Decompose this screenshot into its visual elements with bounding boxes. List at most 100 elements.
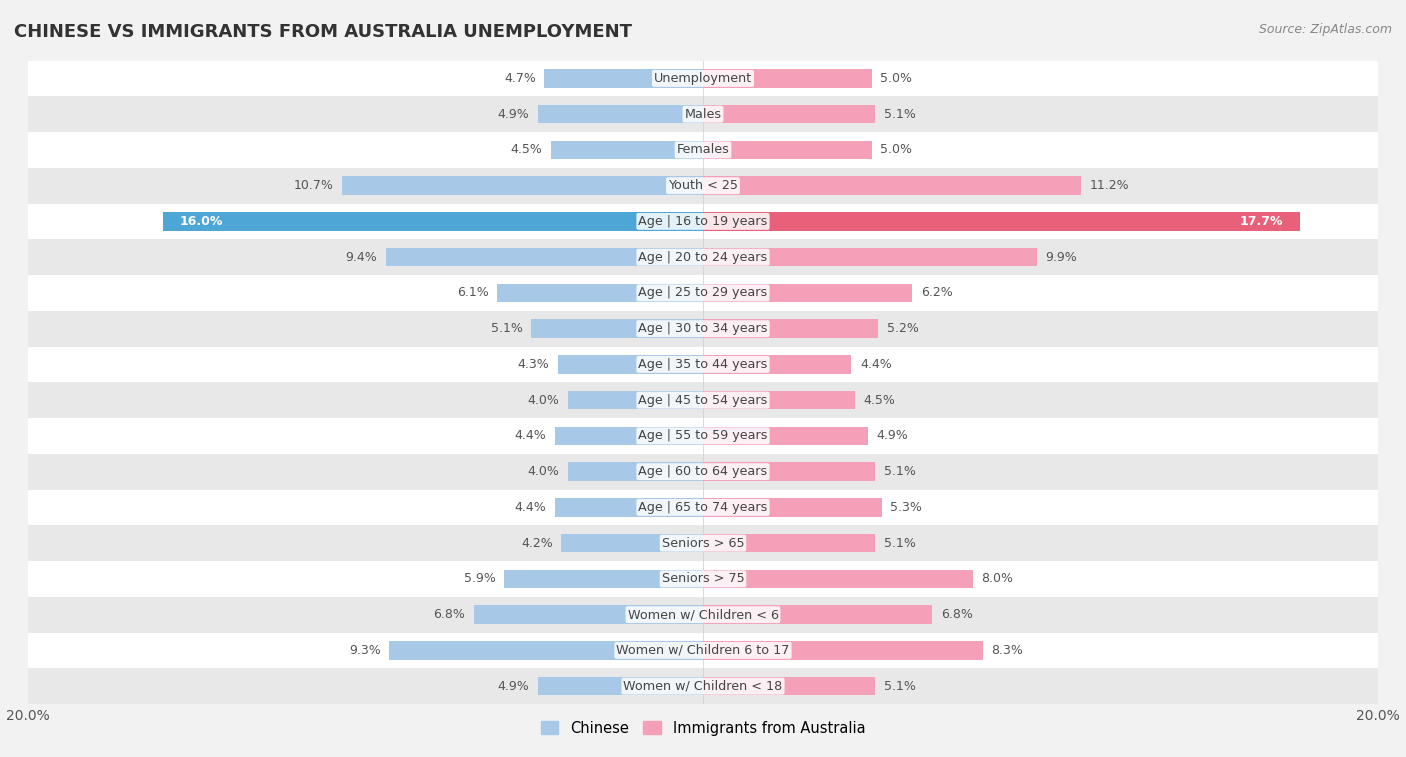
Bar (28, 597, 1378, 633)
Text: 9.4%: 9.4% (346, 251, 377, 263)
Bar (537, 105, 703, 123)
Text: 5.1%: 5.1% (883, 465, 915, 478)
Bar (28, 418, 1378, 453)
Text: Age | 65 to 74 years: Age | 65 to 74 years (638, 501, 768, 514)
Bar (28, 168, 1378, 204)
Text: 4.3%: 4.3% (517, 358, 550, 371)
Text: Age | 45 to 54 years: Age | 45 to 54 years (638, 394, 768, 407)
Bar (703, 641, 983, 659)
Bar (703, 105, 875, 123)
Text: CHINESE VS IMMIGRANTS FROM AUSTRALIA UNEMPLOYMENT: CHINESE VS IMMIGRANTS FROM AUSTRALIA UNE… (14, 23, 633, 41)
Text: 4.9%: 4.9% (498, 680, 529, 693)
Bar (28, 96, 1378, 132)
Bar (28, 347, 1378, 382)
Text: Females: Females (676, 143, 730, 157)
Text: 17.7%: 17.7% (1240, 215, 1284, 228)
Text: Males: Males (685, 107, 721, 120)
Text: 10.7%: 10.7% (294, 179, 333, 192)
Bar (703, 248, 1038, 266)
Text: 4.4%: 4.4% (515, 501, 546, 514)
Bar (703, 677, 875, 696)
Text: 4.9%: 4.9% (877, 429, 908, 442)
Bar (163, 212, 703, 231)
Text: 5.0%: 5.0% (880, 143, 912, 157)
Bar (703, 69, 872, 88)
Bar (554, 498, 703, 517)
Bar (28, 382, 1378, 418)
Text: Age | 30 to 34 years: Age | 30 to 34 years (638, 322, 768, 335)
Text: 4.0%: 4.0% (527, 394, 560, 407)
Bar (531, 319, 703, 338)
Text: 5.3%: 5.3% (890, 501, 922, 514)
Text: 5.2%: 5.2% (887, 322, 918, 335)
Text: 4.4%: 4.4% (515, 429, 546, 442)
Bar (385, 248, 703, 266)
Text: 4.4%: 4.4% (860, 358, 891, 371)
Text: Age | 60 to 64 years: Age | 60 to 64 years (638, 465, 768, 478)
Bar (28, 61, 1378, 96)
Text: Age | 55 to 59 years: Age | 55 to 59 years (638, 429, 768, 442)
Bar (28, 204, 1378, 239)
Bar (28, 525, 1378, 561)
Text: 8.3%: 8.3% (991, 644, 1024, 657)
Bar (28, 561, 1378, 597)
Text: Seniors > 75: Seniors > 75 (662, 572, 744, 585)
Bar (703, 569, 973, 588)
Text: 11.2%: 11.2% (1090, 179, 1129, 192)
Bar (703, 212, 1301, 231)
Bar (703, 534, 875, 553)
Bar (703, 427, 869, 445)
Text: Seniors > 65: Seniors > 65 (662, 537, 744, 550)
Bar (28, 275, 1378, 311)
Text: 9.9%: 9.9% (1046, 251, 1077, 263)
Bar (342, 176, 703, 195)
Bar (568, 391, 703, 410)
Bar (28, 453, 1378, 490)
Text: 6.2%: 6.2% (921, 286, 952, 300)
Text: 5.1%: 5.1% (883, 537, 915, 550)
Text: Age | 35 to 44 years: Age | 35 to 44 years (638, 358, 768, 371)
Text: 5.1%: 5.1% (883, 107, 915, 120)
Bar (474, 606, 703, 624)
Text: Women w/ Children 6 to 17: Women w/ Children 6 to 17 (616, 644, 790, 657)
Bar (389, 641, 703, 659)
Text: 5.1%: 5.1% (491, 322, 523, 335)
Bar (503, 569, 703, 588)
Bar (28, 132, 1378, 168)
Bar (703, 319, 879, 338)
Text: 4.7%: 4.7% (505, 72, 536, 85)
Text: Age | 16 to 19 years: Age | 16 to 19 years (638, 215, 768, 228)
Bar (28, 490, 1378, 525)
Text: 6.1%: 6.1% (457, 286, 489, 300)
Bar (703, 141, 872, 159)
Text: 16.0%: 16.0% (180, 215, 224, 228)
Bar (554, 427, 703, 445)
Text: Source: ZipAtlas.com: Source: ZipAtlas.com (1258, 23, 1392, 36)
Bar (28, 311, 1378, 347)
Bar (561, 534, 703, 553)
Text: 4.0%: 4.0% (527, 465, 560, 478)
Bar (703, 176, 1081, 195)
Text: 4.5%: 4.5% (510, 143, 543, 157)
Bar (28, 668, 1378, 704)
Bar (28, 239, 1378, 275)
Bar (703, 606, 932, 624)
Text: Unemployment: Unemployment (654, 72, 752, 85)
Bar (537, 677, 703, 696)
Text: 8.0%: 8.0% (981, 572, 1014, 585)
Text: 4.9%: 4.9% (498, 107, 529, 120)
Legend: Chinese, Immigrants from Australia: Chinese, Immigrants from Australia (534, 715, 872, 742)
Text: Age | 25 to 29 years: Age | 25 to 29 years (638, 286, 768, 300)
Bar (558, 355, 703, 374)
Text: Youth < 25: Youth < 25 (668, 179, 738, 192)
Bar (551, 141, 703, 159)
Text: 9.3%: 9.3% (349, 644, 381, 657)
Text: 5.1%: 5.1% (883, 680, 915, 693)
Bar (703, 284, 912, 302)
Bar (544, 69, 703, 88)
Text: 6.8%: 6.8% (941, 608, 973, 621)
Text: 5.0%: 5.0% (880, 72, 912, 85)
Text: 6.8%: 6.8% (433, 608, 465, 621)
Text: 4.2%: 4.2% (522, 537, 553, 550)
Bar (703, 498, 882, 517)
